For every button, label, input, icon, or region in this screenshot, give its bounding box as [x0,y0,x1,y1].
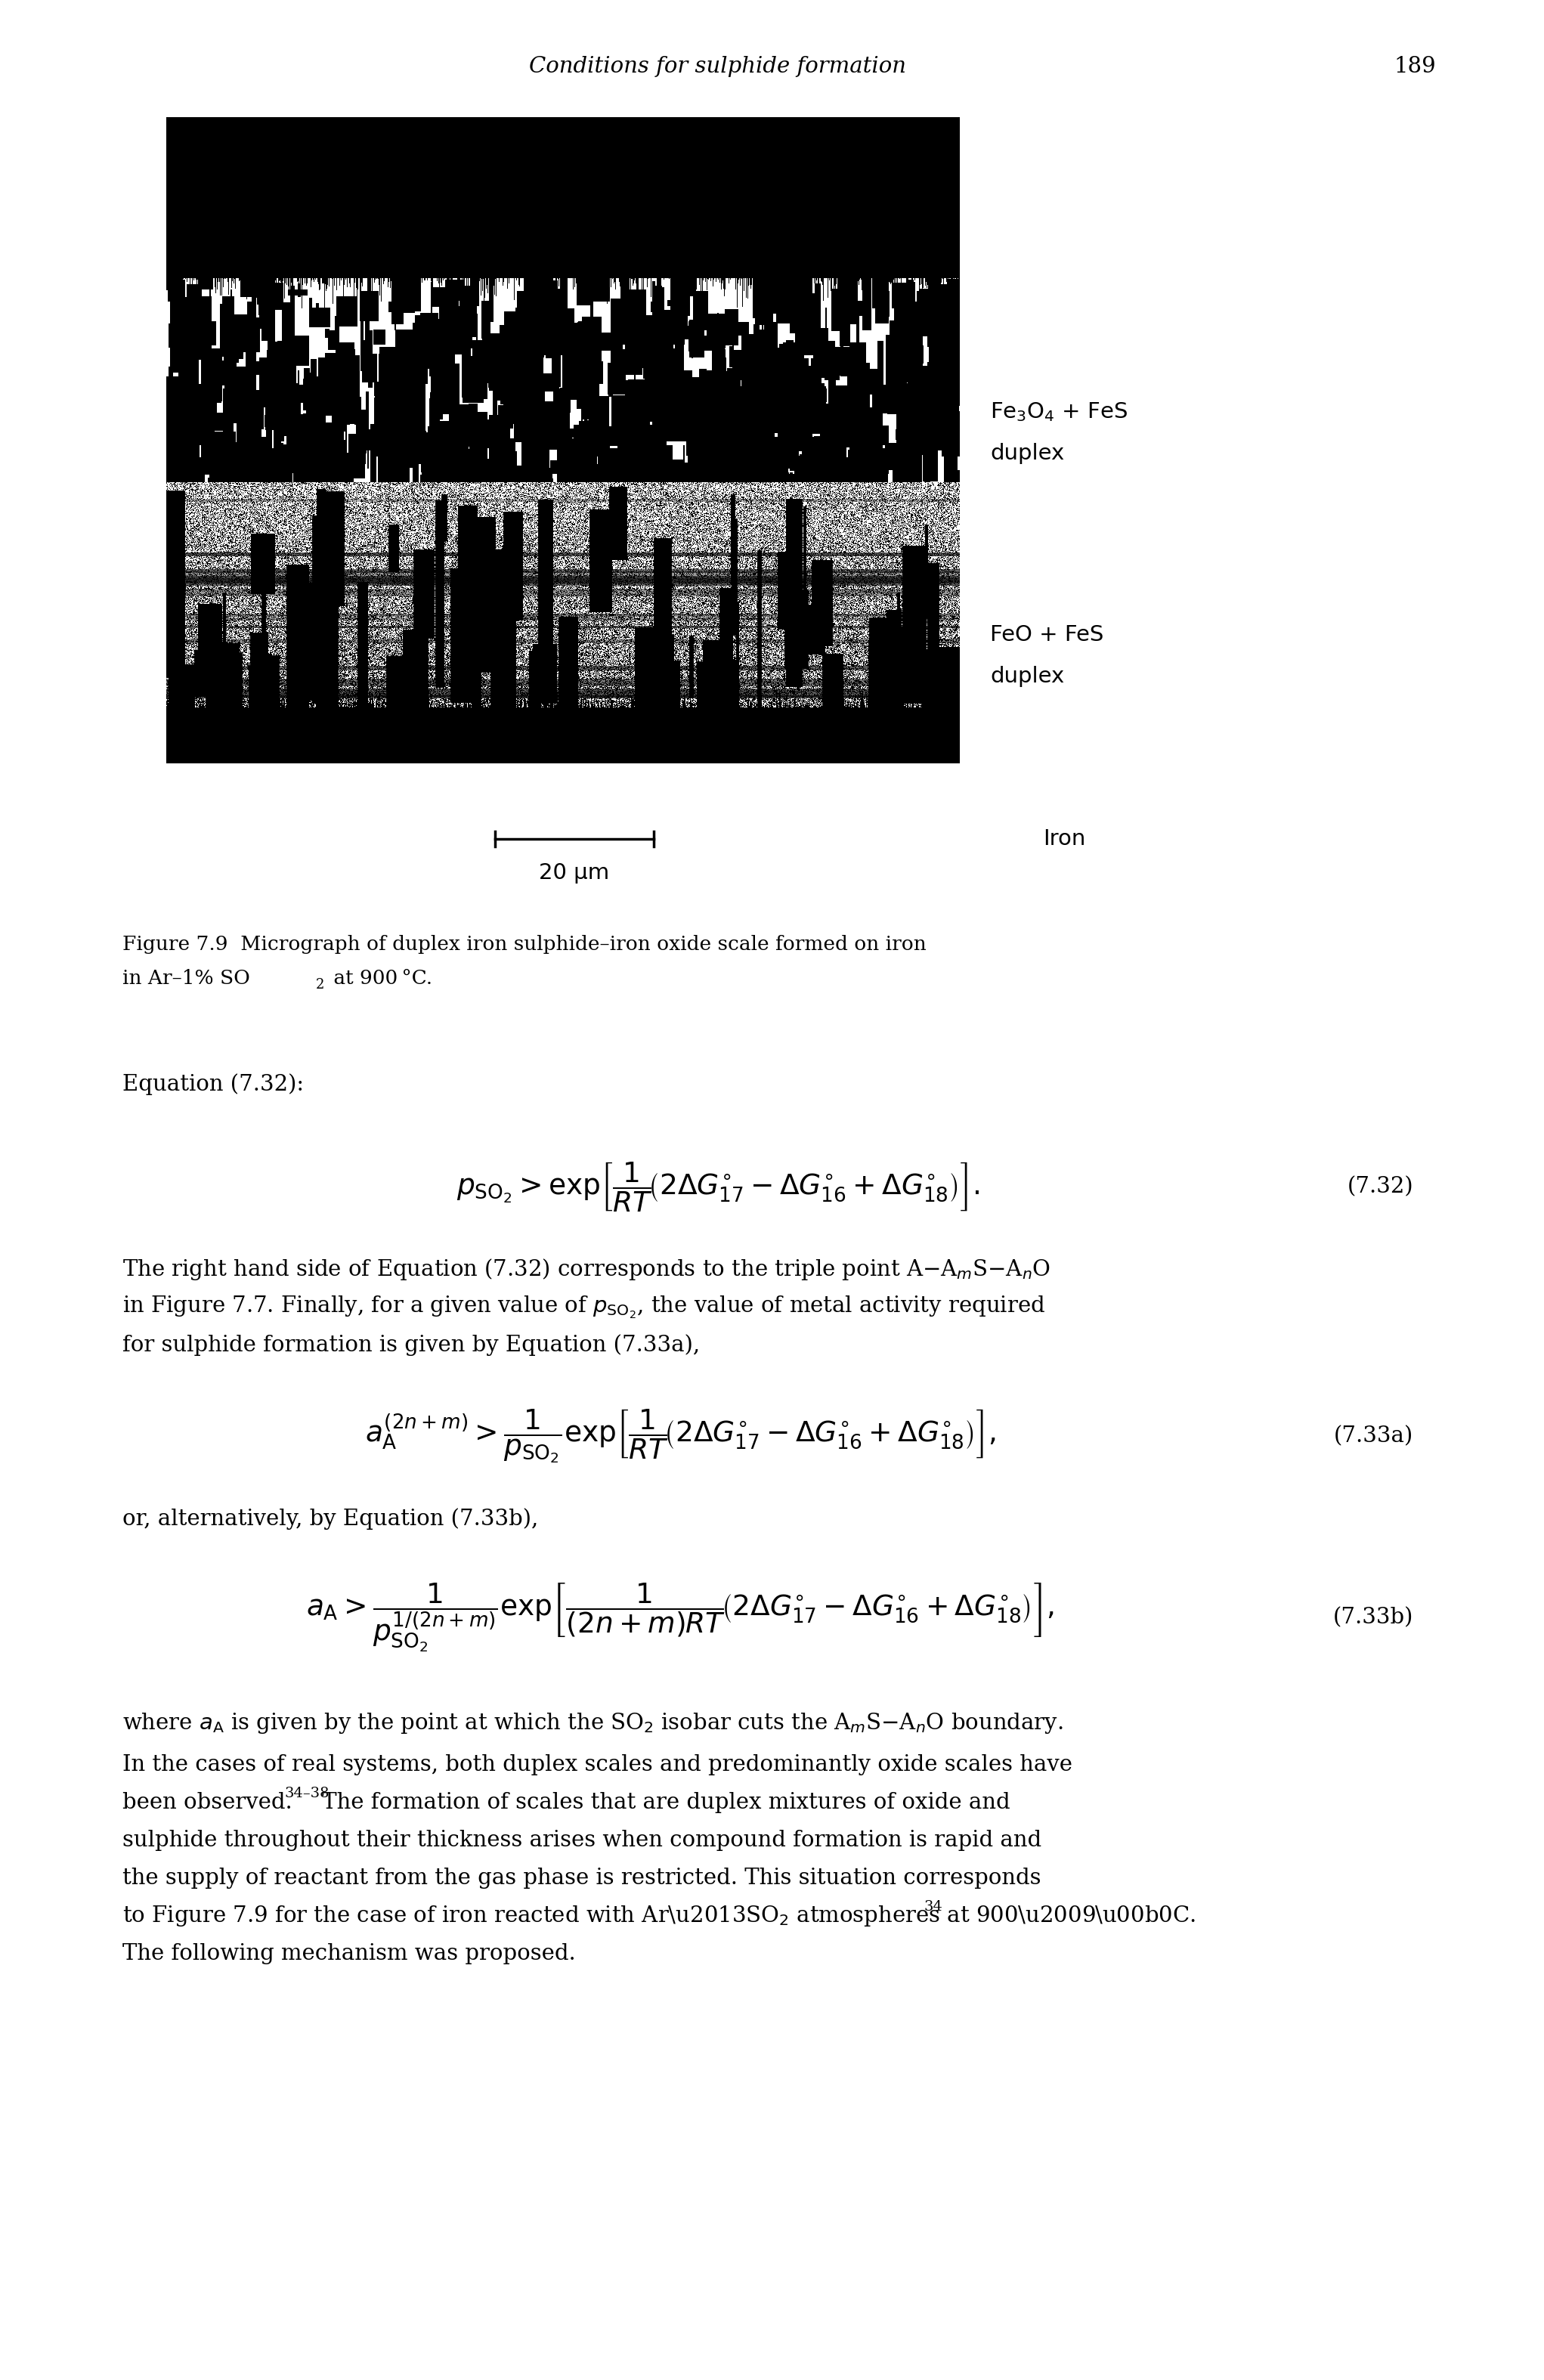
Text: 34: 34 [923,1899,942,1914]
Text: Fe$_3$O$_4$ + FeS: Fe$_3$O$_4$ + FeS [990,400,1127,424]
Text: Figure 7.9  Micrograph of duplex iron sulphide–iron oxide scale formed on iron: Figure 7.9 Micrograph of duplex iron sul… [122,935,926,954]
Text: 34–38: 34–38 [284,1787,329,1799]
Text: Iron: Iron [1042,828,1085,850]
Text: duplex: duplex [990,443,1064,464]
Text: (7.33b): (7.33b) [1332,1607,1413,1628]
Text: FeO + FeS: FeO + FeS [990,624,1104,645]
Text: at 900 °C.: at 900 °C. [327,969,432,988]
Text: 2: 2 [317,978,324,992]
Text: in Figure 7.7. Finally, for a given value of $p_{\mathrm{SO_2}}$, the value of m: in Figure 7.7. Finally, for a given valu… [122,1295,1045,1321]
Text: the supply of reactant from the gas phase is restricted. This situation correspo: the supply of reactant from the gas phas… [122,1868,1041,1890]
Text: 189: 189 [1394,55,1436,76]
Text: The right hand side of Equation (7.32) corresponds to the triple point A$-$A$_m$: The right hand side of Equation (7.32) c… [122,1257,1050,1283]
Text: or, alternatively, by Equation (7.33b),: or, alternatively, by Equation (7.33b), [122,1509,539,1530]
Text: The formation of scales that are duplex mixtures of oxide and: The formation of scales that are duplex … [315,1792,1010,1814]
Text: where $a_{\mathrm{A}}$ is given by the point at which the SO$_2$ isobar cuts the: where $a_{\mathrm{A}}$ is given by the p… [122,1711,1064,1735]
Text: (7.33a): (7.33a) [1334,1426,1413,1447]
Text: $a_{\mathrm{A}} > \dfrac{1}{p_{\mathrm{SO_2}}^{1/(2n+m)}}\exp\!\left[\dfrac{1}{(: $a_{\mathrm{A}} > \dfrac{1}{p_{\mathrm{S… [306,1580,1055,1654]
Text: duplex: duplex [990,666,1064,688]
Text: to Figure 7.9 for the case of iron reacted with Ar\u2013SO$_2$ atmospheres at 90: to Figure 7.9 for the case of iron react… [122,1904,1195,1928]
Text: Conditions for sulphide formation: Conditions for sulphide formation [530,55,906,76]
Text: 20 μm: 20 μm [539,862,610,883]
Text: $p_{\mathrm{SO_2}} > \exp\!\left[\dfrac{1}{RT}\!\left(2\Delta G^{\circ}_{17} - \: $p_{\mathrm{SO_2}} > \exp\!\left[\dfrac{… [457,1159,979,1214]
Text: The following mechanism was proposed.: The following mechanism was proposed. [122,1942,576,1963]
Text: Equation (7.32):: Equation (7.32): [122,1073,304,1095]
Text: in Ar–1% SO: in Ar–1% SO [122,969,250,988]
Text: for sulphide formation is given by Equation (7.33a),: for sulphide formation is given by Equat… [122,1335,699,1357]
Text: $a_{\mathrm{A}}^{(2n+m)} > \dfrac{1}{p_{\mathrm{SO_2}}}\exp\!\left[\dfrac{1}{RT}: $a_{\mathrm{A}}^{(2n+m)} > \dfrac{1}{p_{… [364,1407,996,1464]
Text: been observed.: been observed. [122,1792,292,1814]
Text: sulphide throughout their thickness arises when compound formation is rapid and: sulphide throughout their thickness aris… [122,1830,1042,1852]
Text: (7.32): (7.32) [1346,1176,1413,1197]
Text: In the cases of real systems, both duplex scales and predominantly oxide scales : In the cases of real systems, both duple… [122,1754,1073,1775]
